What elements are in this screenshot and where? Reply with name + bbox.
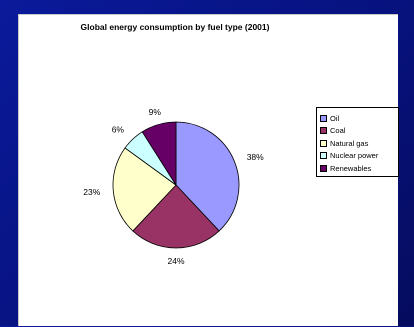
legend-item-coal: Coal [320,125,398,138]
legend-swatch-renewables [320,164,327,172]
legend-item-oil: Oil [320,112,398,125]
legend-swatch-nuclear-power [320,152,327,160]
chart-area: Global energy consumption by fuel type (… [18,14,399,326]
data-label-natural-gas: 23% [83,187,100,197]
data-label-renewables: 9% [149,107,162,117]
pie-slice-natural-gas [112,147,177,232]
pie-slice-renewables [141,121,177,187]
legend-item-renewables: Renewables [320,162,398,175]
legend: Oil Coal Natural gas Nuclear power Renew… [316,107,399,177]
legend-swatch-oil [320,114,327,122]
legend-item-nuclear-power: Nuclear power [320,150,398,163]
data-label-oil: 38% [247,152,264,162]
pie-slice-oil [175,121,240,232]
legend-swatch-coal [320,127,327,135]
pie-slice-coal [132,184,220,249]
legend-item-natural-gas: Natural gas [320,137,398,150]
legend-label-oil: Oil [330,113,340,123]
data-label-coal: 24% [167,256,184,266]
legend-label-renewables: Renewables [330,163,372,173]
legend-label-nuclear-power: Nuclear power [330,151,379,161]
legend-swatch-natural-gas [320,139,327,147]
pie-chart: 38% 24% 23% 6% 9% [83,107,264,266]
data-label-nuclear-power: 6% [112,125,125,135]
legend-label-coal: Coal [330,126,346,136]
legend-label-natural-gas: Natural gas [330,138,369,148]
chart-title: Global energy consumption by fuel type (… [80,22,270,32]
